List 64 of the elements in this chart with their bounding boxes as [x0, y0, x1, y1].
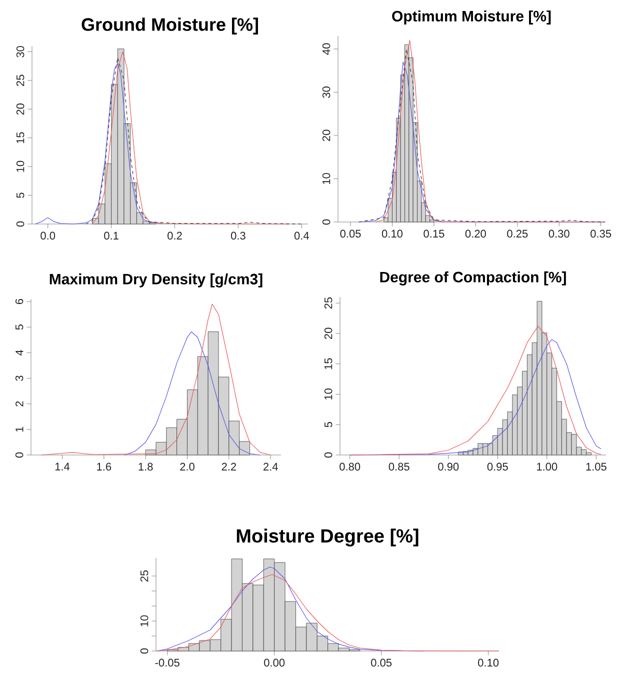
y-tick-label: 0	[324, 452, 332, 458]
line-series	[156, 566, 424, 652]
y-tick-label: 20	[322, 130, 330, 142]
x-tick-label: 0.2	[168, 232, 182, 240]
y-tick-label: 10	[322, 173, 330, 184]
x-tick-label: 0.3	[230, 232, 246, 240]
y-tick-label: 25	[140, 570, 148, 582]
x-tick-label: 2.0	[180, 462, 194, 471]
x-tick-label: 0.25	[507, 230, 528, 238]
x-tick-label: 1.8	[138, 462, 153, 471]
x-tick-label: 1.00	[537, 462, 558, 471]
x-tick-label: 0.90	[438, 462, 459, 471]
x-tick-label: 0.0	[40, 232, 56, 240]
y-tick-label: 4	[16, 350, 24, 356]
x-tick-label: -0.05	[155, 658, 180, 667]
line-series	[41, 304, 271, 456]
line-series	[124, 331, 260, 456]
y-tick-label: 5	[16, 324, 24, 330]
x-tick-label: 2.4	[263, 462, 278, 470]
y-tick-label: 25	[324, 297, 332, 309]
y-tick-label: 15	[324, 358, 332, 370]
chart-title: Ground Moisture [%]	[82, 18, 258, 34]
y-tick-label: 5	[16, 192, 24, 198]
x-tick-label: 0.10	[382, 230, 402, 238]
chart-title: Moisture Degree [%]	[236, 528, 418, 546]
x-tick-label: 0.85	[388, 462, 410, 471]
y-tick-label: 10	[324, 388, 332, 400]
x-tick-label: 1.6	[97, 462, 112, 471]
y-tick-label: 30	[16, 46, 24, 58]
y-tick-label: 0	[15, 452, 24, 458]
y-tick-label: 0	[140, 648, 148, 654]
chart-title: Degree of Compaction [%]	[380, 271, 566, 286]
y-tick-label: 6	[15, 298, 24, 304]
y-tick-label: 10	[140, 615, 148, 626]
x-tick-label: 0.20	[465, 230, 486, 238]
y-tick-label: 15	[16, 132, 24, 144]
x-tick-label: 1.4	[55, 462, 70, 470]
y-tick-label: 10	[16, 160, 24, 172]
x-tick-label: 0.15	[424, 230, 444, 238]
x-tick-label: 0.4	[294, 232, 309, 240]
x-tick-label: 2.2	[222, 462, 236, 470]
x-tick-label: 0.10	[478, 658, 499, 667]
y-tick-label: 30	[322, 86, 330, 98]
y-tick-label: 1	[16, 426, 24, 432]
x-tick-label: 0.95	[487, 462, 508, 471]
y-tick-label: 40	[322, 43, 330, 55]
y-tick-label: 25	[16, 74, 24, 86]
y-tick-label: 0	[322, 219, 330, 225]
x-tick-label: 1.05	[586, 462, 606, 471]
chart-title: Optimum Moisture [%]	[392, 10, 551, 24]
y-tick-label: 20	[16, 103, 24, 115]
x-tick-label: 0.05	[340, 230, 361, 238]
x-tick-label: 0.1	[104, 232, 118, 240]
x-tick-label: 0.80	[340, 462, 360, 471]
x-tick-label: 0.35	[590, 230, 612, 238]
chart-title: Maximum Dry Density [g/cm3]	[50, 273, 262, 288]
y-tick-label: 5	[324, 422, 332, 428]
y-tick-label: 3	[15, 376, 24, 381]
y-tick-label: 20	[324, 328, 332, 340]
y-tick-label: 2	[16, 401, 24, 406]
x-tick-label: 0.05	[371, 658, 392, 667]
x-tick-label: 0.00	[264, 658, 285, 667]
y-tick-label: 0	[16, 221, 24, 227]
x-tick-label: 0.30	[548, 230, 570, 238]
